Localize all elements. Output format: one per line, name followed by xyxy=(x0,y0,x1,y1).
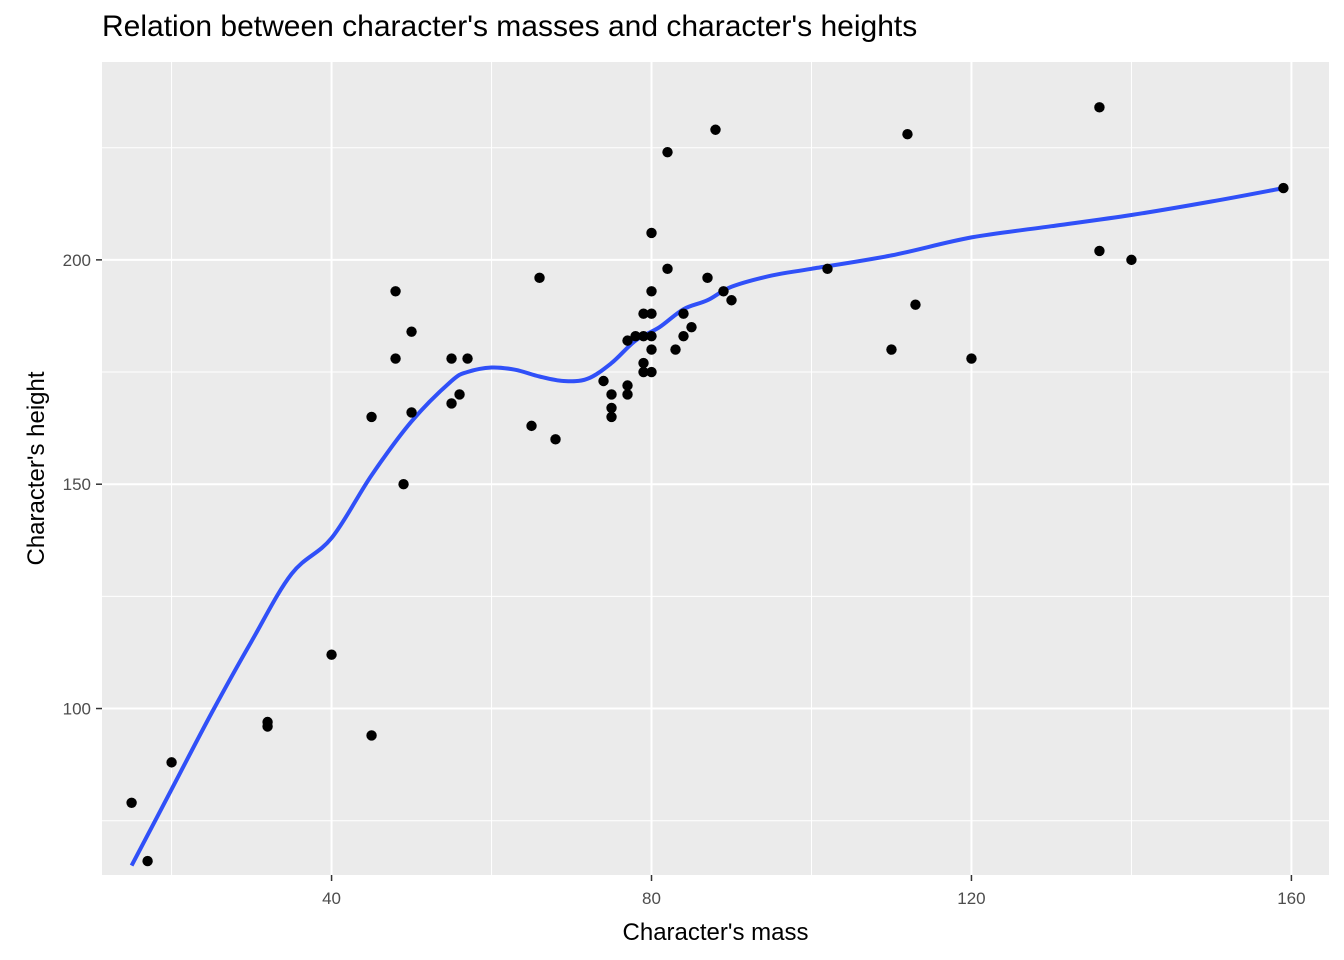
data-point xyxy=(966,353,977,364)
data-point xyxy=(622,389,633,400)
data-point xyxy=(446,353,457,364)
smooth-layer xyxy=(129,186,1284,867)
data-point xyxy=(910,299,921,310)
data-point xyxy=(638,357,649,369)
data-point xyxy=(446,398,457,409)
data-point xyxy=(630,330,641,342)
y-tick-label: 100 xyxy=(63,700,91,719)
data-point xyxy=(718,286,729,297)
data-point xyxy=(126,797,137,808)
data-point xyxy=(406,407,417,418)
chart-title: Relation between character's masses and … xyxy=(102,10,918,43)
x-axis: 40 80 120 160 xyxy=(322,875,1306,908)
data-point xyxy=(166,757,177,768)
data-point xyxy=(726,295,737,306)
data-point xyxy=(886,344,897,355)
y-axis-title: Character's height xyxy=(23,371,50,565)
major-gridlines xyxy=(102,62,1329,875)
data-point xyxy=(398,479,409,490)
data-point xyxy=(606,402,617,414)
data-point xyxy=(638,308,649,319)
points-layer xyxy=(126,102,1289,867)
data-point xyxy=(454,389,465,400)
data-point xyxy=(662,146,673,158)
data-point xyxy=(902,129,913,140)
data-point xyxy=(662,263,673,275)
y-tick-label: 200 xyxy=(63,251,91,270)
data-point xyxy=(646,330,657,342)
data-point xyxy=(406,326,417,337)
data-point xyxy=(638,366,649,378)
x-tick-label: 120 xyxy=(957,889,985,908)
x-axis-title: Character's mass xyxy=(623,919,809,946)
smooth-line xyxy=(129,186,1284,867)
data-point xyxy=(646,366,657,378)
x-tick-label: 160 xyxy=(1277,889,1305,908)
data-point xyxy=(1126,254,1137,266)
plot-panel-background xyxy=(102,62,1329,875)
data-point xyxy=(462,353,473,364)
data-point xyxy=(1278,182,1289,194)
data-point xyxy=(390,353,401,364)
data-point xyxy=(390,286,401,297)
data-point xyxy=(678,308,689,319)
data-point xyxy=(526,420,537,432)
data-point xyxy=(366,411,377,423)
data-point xyxy=(622,335,633,346)
y-axis: 100 150 200 xyxy=(63,251,102,719)
data-point xyxy=(550,434,561,445)
data-point xyxy=(710,124,721,135)
data-point xyxy=(262,721,273,732)
data-point xyxy=(326,649,337,660)
data-point xyxy=(646,344,657,355)
data-point xyxy=(822,263,833,275)
y-tick-label: 150 xyxy=(63,475,91,494)
data-point xyxy=(702,272,713,284)
data-point xyxy=(622,380,633,391)
minor-gridlines xyxy=(102,62,1329,875)
data-point xyxy=(686,321,697,333)
data-point xyxy=(534,272,545,284)
data-point xyxy=(646,308,657,319)
data-point xyxy=(1094,102,1105,113)
data-point xyxy=(606,389,617,400)
data-point xyxy=(646,286,657,297)
x-tick-label: 80 xyxy=(642,889,661,908)
data-point xyxy=(142,855,153,867)
data-point xyxy=(366,730,377,741)
data-point xyxy=(646,227,657,239)
data-point xyxy=(606,411,617,423)
data-point xyxy=(1094,245,1105,257)
data-point xyxy=(670,344,681,355)
data-point xyxy=(678,330,689,342)
x-tick-label: 40 xyxy=(322,889,341,908)
data-point xyxy=(598,375,609,387)
data-point xyxy=(638,330,649,342)
